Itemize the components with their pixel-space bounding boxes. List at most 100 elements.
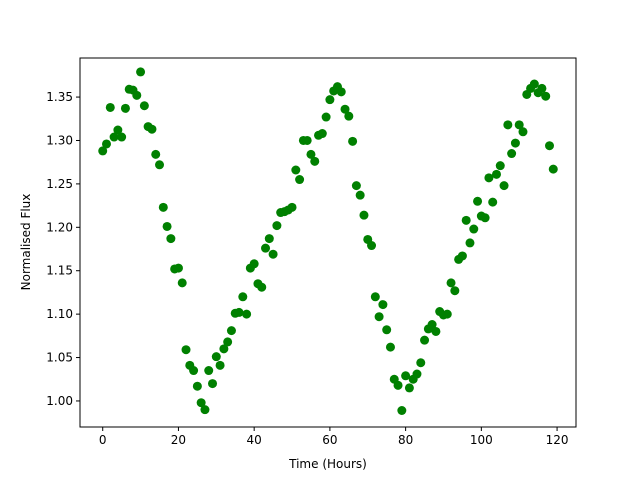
y-axis-label: Normalised Flux <box>19 194 33 291</box>
data-point <box>192 381 202 391</box>
data-point <box>397 406 407 415</box>
data-point <box>268 249 278 259</box>
data-point <box>147 124 157 134</box>
data-point <box>242 309 252 319</box>
data-point <box>370 292 380 302</box>
data-point <box>378 300 388 310</box>
data-point <box>465 238 475 248</box>
y-tick-label: 1.15 <box>46 264 73 278</box>
data-point <box>340 104 350 114</box>
data-point <box>155 160 165 170</box>
data-point <box>158 202 168 212</box>
data-point <box>484 173 494 183</box>
data-point <box>416 358 426 368</box>
data-point <box>173 263 183 273</box>
data-point <box>503 120 513 130</box>
data-point <box>457 251 467 261</box>
data-point <box>450 286 460 296</box>
data-point <box>480 213 490 223</box>
data-points <box>98 67 558 415</box>
data-point <box>317 129 327 139</box>
data-point <box>382 325 392 335</box>
data-point <box>136 67 146 77</box>
x-axis: 0 20 40 60 80 100 120 <box>99 427 569 447</box>
data-point <box>420 335 430 345</box>
data-point <box>234 307 244 317</box>
data-point <box>446 278 456 288</box>
data-point <box>189 366 199 376</box>
data-point <box>473 196 483 206</box>
data-point <box>105 102 115 112</box>
data-point <box>102 139 111 149</box>
data-point <box>177 278 187 288</box>
data-point <box>469 224 479 234</box>
data-point <box>355 190 365 200</box>
data-point <box>510 138 520 148</box>
data-point <box>120 103 130 113</box>
y-tick-label: 1.10 <box>46 307 73 321</box>
data-point <box>393 380 403 390</box>
data-point <box>404 383 414 393</box>
x-tick-label: 100 <box>470 433 493 447</box>
data-point <box>162 221 172 231</box>
y-tick-label: 1.00 <box>46 394 73 408</box>
data-point <box>351 181 361 191</box>
data-point <box>223 337 233 347</box>
x-tick-label: 60 <box>322 433 337 447</box>
data-point <box>321 112 331 122</box>
data-point <box>518 127 528 137</box>
data-point <box>385 342 395 352</box>
data-point <box>291 165 301 175</box>
data-point <box>287 202 297 212</box>
data-point <box>215 360 225 370</box>
y-tick-label: 1.05 <box>46 351 73 365</box>
data-point <box>488 197 498 207</box>
data-point <box>204 366 214 376</box>
data-point <box>495 161 505 171</box>
data-point <box>139 101 149 111</box>
data-point <box>325 95 335 105</box>
data-point <box>374 312 384 322</box>
data-point <box>537 83 547 93</box>
data-point <box>261 243 271 253</box>
data-point <box>442 309 452 319</box>
data-point <box>461 215 471 225</box>
data-point <box>367 241 377 251</box>
data-point <box>548 164 558 174</box>
data-point <box>401 371 411 381</box>
x-axis-label: Time (Hours) <box>288 457 367 471</box>
data-point <box>431 326 441 336</box>
data-point <box>181 345 191 355</box>
data-point <box>507 149 517 159</box>
x-tick-label: 120 <box>546 433 569 447</box>
data-point <box>427 320 437 330</box>
x-tick-label: 20 <box>171 433 186 447</box>
data-point <box>529 79 539 89</box>
y-axis: 1.00 1.05 1.10 1.15 1.20 1.25 1.30 1.35 <box>46 90 80 408</box>
data-point <box>306 149 316 159</box>
data-point <box>344 111 354 121</box>
data-point <box>166 234 176 244</box>
data-point <box>272 221 282 231</box>
data-point <box>348 136 358 146</box>
data-point <box>238 292 248 302</box>
data-point <box>310 156 320 166</box>
data-point <box>499 181 509 191</box>
data-point <box>302 135 312 145</box>
data-point <box>109 132 119 142</box>
y-tick-label: 1.20 <box>46 220 73 234</box>
data-point <box>200 405 210 415</box>
data-point <box>219 344 229 354</box>
data-point <box>359 210 369 220</box>
data-point <box>514 120 524 130</box>
data-point <box>264 234 274 244</box>
data-point <box>132 90 142 100</box>
y-tick-label: 1.35 <box>46 90 73 104</box>
x-tick-label: 40 <box>247 433 262 447</box>
data-point <box>117 132 127 142</box>
data-point <box>249 259 259 269</box>
x-tick-label: 80 <box>398 433 413 447</box>
data-point <box>211 352 221 362</box>
data-point <box>412 369 422 379</box>
